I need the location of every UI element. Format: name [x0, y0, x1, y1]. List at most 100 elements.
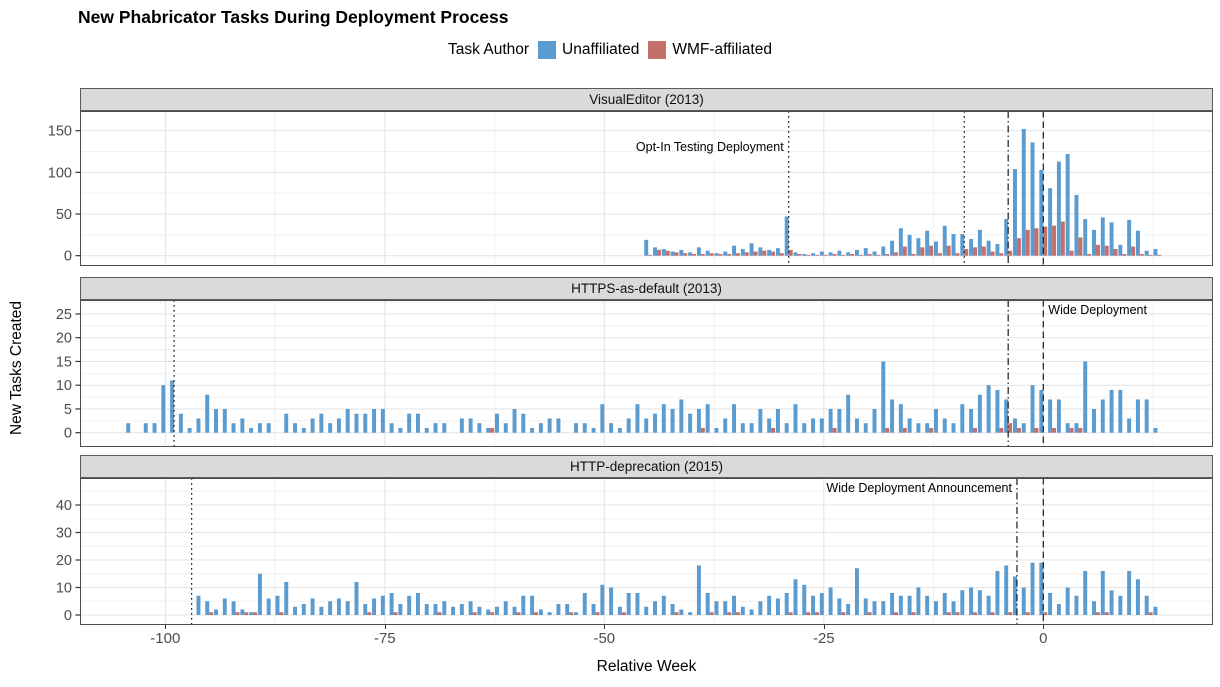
bar-wmf-week--1: [1034, 228, 1039, 256]
bar-unaffiliated-week--28: [793, 579, 798, 615]
bar-unaffiliated-week--18: [881, 361, 886, 433]
facet-strip-label: HTTP-deprecation (2015): [569, 459, 724, 474]
bar-unaffiliated-week--52: [582, 593, 587, 615]
bar-unaffiliated-week--73: [398, 604, 403, 615]
bar-unaffiliated-week--88: [266, 423, 271, 433]
annotation-https-as-default: Wide Deployment: [1048, 303, 1147, 317]
bar-wmf-week--36: [727, 612, 732, 615]
bar-unaffiliated-week--44: [653, 247, 657, 256]
bar-unaffiliated-week--29: [784, 423, 789, 433]
bar-unaffiliated-week--39: [696, 247, 701, 256]
bar-unaffiliated-week--75: [380, 408, 385, 433]
bar-unaffiliated-week-7: [1100, 217, 1105, 256]
bar-unaffiliated-week--53: [574, 423, 578, 433]
bar-wmf-week--45: [648, 254, 653, 256]
bar-unaffiliated-week--58: [530, 427, 535, 433]
bar-unaffiliated-week--7: [977, 590, 982, 615]
bar-unaffiliated-week--25: [819, 251, 824, 256]
bar-unaffiliated-week--33: [749, 243, 754, 256]
panel-chart-http-deprecation: Wide Deployment Announcement 0 10 20 30 40: [56, 478, 1213, 625]
legend-item-wmf-affiliated: WMF-affiliated: [648, 41, 772, 59]
bar-unaffiliated-week--23: [837, 250, 842, 256]
bar-wmf-week--2: [1025, 229, 1030, 256]
bar-unaffiliated-week--3: [1013, 169, 1017, 256]
bar-wmf-week--91: [244, 612, 249, 615]
bar-unaffiliated-week--93: [222, 408, 227, 433]
bar-unaffiliated-week--36: [723, 251, 728, 256]
bar-unaffiliated-week--55: [556, 604, 561, 615]
chart-title: New Phabricator Tasks During Deployment …: [78, 7, 509, 27]
bar-wmf-week--5: [999, 253, 1004, 256]
y-tick-label: 30: [56, 526, 72, 542]
bar-wmf-week--26: [815, 254, 819, 256]
bar-unaffiliated-week--56: [547, 612, 552, 615]
bar-wmf-week--29: [788, 612, 793, 615]
bar-unaffiliated-week--14: [916, 423, 921, 433]
bar-unaffiliated-week--24: [828, 252, 833, 256]
bar-unaffiliated-week--83: [310, 598, 315, 615]
bar-wmf-week--8: [973, 247, 978, 256]
bar-unaffiliated-week--14: [916, 587, 921, 615]
bar-unaffiliated-week--81: [328, 601, 333, 615]
bar-unaffiliated-week--32: [758, 247, 763, 256]
bar-wmf-week--6: [990, 612, 995, 615]
bar-unaffiliated-week--62: [494, 606, 499, 615]
bar-unaffiliated-week--17: [890, 399, 895, 433]
y-tick-label: 0: [64, 608, 72, 624]
bar-unaffiliated-week--66: [459, 604, 464, 615]
annotation-visualeditor: Opt-In Testing Deployment: [636, 140, 784, 154]
bar-unaffiliated-week--4: [1004, 565, 1009, 615]
bar-unaffiliated-week-12: [1144, 250, 1149, 256]
bar-unaffiliated-week--70: [424, 427, 429, 433]
bar-wmf-week--44: [656, 249, 661, 256]
bar-unaffiliated-week--36: [723, 601, 728, 615]
bar-unaffiliated-week--94: [214, 609, 218, 615]
bar-unaffiliated-week--41: [679, 399, 684, 433]
y-tick-label: 20: [56, 331, 72, 347]
bar-wmf-week-11: [1139, 254, 1144, 256]
bar-unaffiliated-week--45: [644, 606, 649, 615]
bar-unaffiliated-week--10: [951, 601, 956, 615]
bar-wmf-week--39: [700, 254, 705, 256]
bar-unaffiliated-week--5: [995, 389, 1000, 433]
bar-unaffiliated-week--3: [1013, 418, 1017, 433]
bar-wmf-week--29: [788, 249, 793, 256]
bar-wmf-week-4: [1078, 237, 1083, 256]
bar-unaffiliated-week--12: [933, 241, 938, 256]
bar-unaffiliated-week--21: [854, 568, 859, 615]
bar-unaffiliated-week--92: [231, 601, 236, 615]
bar-unaffiliated-week--32: [758, 601, 763, 615]
bar-unaffiliated-week--8: [969, 239, 974, 256]
bar-unaffiliated-week--63: [486, 427, 491, 433]
bar-wmf-week--30: [779, 253, 784, 256]
bar-unaffiliated-week--11: [942, 225, 947, 256]
bar-unaffiliated-week--26: [811, 418, 816, 433]
bar-unaffiliated-week--42: [670, 408, 675, 433]
bar-unaffiliated-week--7: [977, 394, 982, 433]
bar-wmf-week--14: [920, 247, 925, 256]
bar-unaffiliated-week--38: [705, 593, 710, 615]
bar-unaffiliated-week--2: [1021, 587, 1026, 615]
bar-wmf-week--36: [727, 254, 732, 256]
legend-item-unaffiliated: Unaffiliated: [538, 41, 639, 59]
bar-unaffiliated-week-8: [1109, 222, 1114, 256]
bar-unaffiliated-week--93: [222, 598, 227, 615]
bar-unaffiliated-week--21: [854, 249, 859, 256]
bar-unaffiliated-week--78: [354, 413, 359, 433]
bar-unaffiliated-week--88: [266, 598, 271, 615]
bar-unaffiliated-week--57: [538, 609, 543, 615]
bar-wmf-week-8: [1113, 249, 1118, 256]
bar-unaffiliated-week--79: [345, 408, 350, 433]
bar-unaffiliated-week--68: [442, 423, 447, 433]
bar-wmf-week--15: [911, 612, 916, 615]
bar-unaffiliated-week--9: [960, 234, 965, 256]
y-tick-label: 5: [64, 402, 72, 418]
bar-unaffiliated-week--82: [319, 606, 324, 615]
bar-unaffiliated-week-11: [1135, 579, 1140, 615]
bar-wmf-week--21: [858, 254, 863, 256]
bar-unaffiliated-week--53: [574, 612, 578, 615]
bar-wmf-week-12: [1148, 612, 1153, 615]
bar-unaffiliated-week--96: [196, 595, 201, 615]
bar-unaffiliated-week--27: [802, 584, 807, 615]
bar-unaffiliated-week--4: [1004, 399, 1009, 433]
